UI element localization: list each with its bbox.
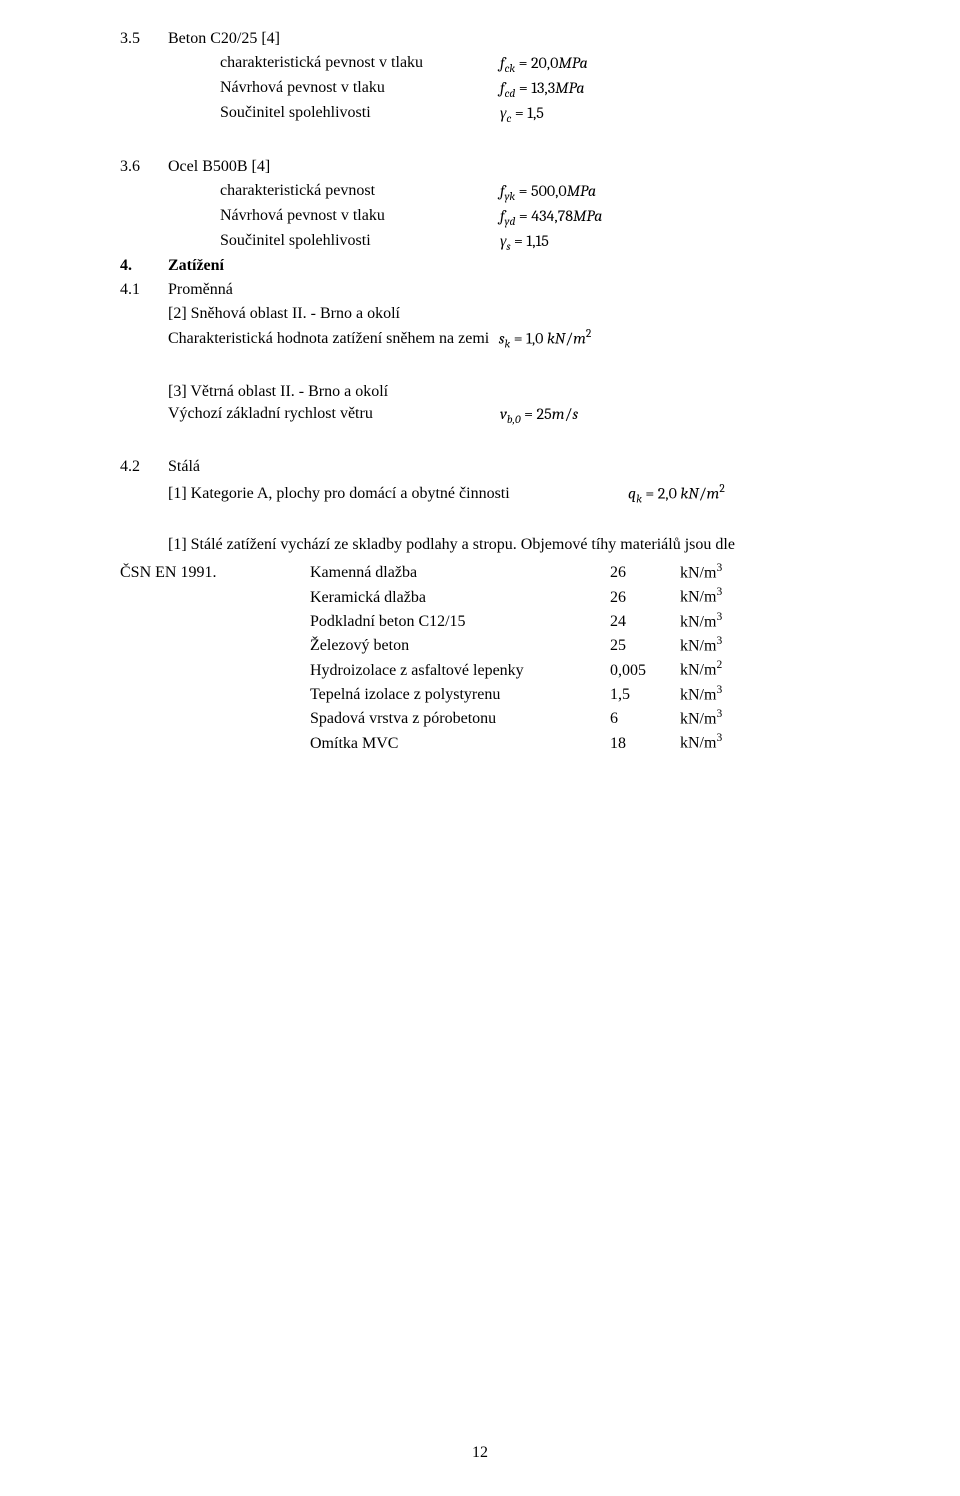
material-row: Keramická dlažba 26 kN/m3 xyxy=(310,586,840,606)
wind-region: [3] Větrná oblast II. - Brno a okolí xyxy=(168,383,840,401)
stala-paragraph: [1] Stálé zatížení vychází ze skladby po… xyxy=(120,533,840,558)
spec-label: Návrhová pevnost v tlaku xyxy=(220,207,500,228)
material-value: 0,005 xyxy=(610,662,680,680)
material-row: Tepelná izolace z polystyrenu 1,5 kN/m3 xyxy=(310,684,840,704)
material-row: Železový beton 25 kN/m3 xyxy=(310,635,840,655)
spec-formula: fck = 20,0MPa xyxy=(500,54,588,75)
material-row: Omítka MVC 18 kN/m3 xyxy=(310,732,840,752)
spacer xyxy=(120,355,840,383)
section-4-2-heading: 4.2 Stálá xyxy=(120,458,840,476)
material-unit: kN/m3 xyxy=(680,732,722,752)
section-3-5-heading: 3.5 Beton C20/25 [4] xyxy=(120,30,840,48)
wind-speed-formula: vb,0 = 25m/s xyxy=(500,405,578,426)
section-number: 3.5 xyxy=(120,30,168,48)
material-value: 26 xyxy=(610,564,680,582)
material-unit: kN/m3 xyxy=(680,635,722,655)
material-name: Spadová vrstva z pórobetonu xyxy=(310,710,610,728)
snow-characteristic: Charakteristická hodnota zatížení sněhem… xyxy=(168,327,840,351)
spec-formula: fyk = 500,0MPa xyxy=(500,182,596,203)
spec-formula: γc = 1,5 xyxy=(500,104,544,125)
material-unit: kN/m3 xyxy=(680,611,722,631)
material-unit: kN/m3 xyxy=(680,708,722,728)
kategorie-label: [1] Kategorie A, plochy pro domácí a oby… xyxy=(168,485,628,503)
section-title: Beton C20/25 [4] xyxy=(168,30,280,48)
snow-characteristic-formula: sk = 1,0 kN/m2 xyxy=(495,327,591,351)
section-title: Zatížení xyxy=(168,257,224,275)
ocel-spec-row: Návrhová pevnost v tlaku fyd = 434,78MPa xyxy=(220,207,840,228)
beton-spec-row: Návrhová pevnost v tlaku fcd = 13,3MPa xyxy=(220,79,840,100)
page: 3.5 Beton C20/25 [4] charakteristická pe… xyxy=(0,0,960,1496)
spacer xyxy=(120,505,840,533)
material-unit: kN/m3 xyxy=(680,586,722,606)
material-unit: kN/m2 xyxy=(680,659,722,679)
material-name: Tepelná izolace z polystyrenu xyxy=(310,686,610,704)
material-value: 18 xyxy=(610,735,680,753)
wind-speed-row: Výchozí základní rychlost větru vb,0 = 2… xyxy=(168,405,840,426)
csn-reference: ČSN EN 1991. xyxy=(120,564,310,582)
section-title: Proměnná xyxy=(168,281,233,299)
spec-formula: γs = 1,15 xyxy=(500,232,549,253)
ocel-spec-row: charakteristická pevnost fyk = 500,0MPa xyxy=(220,182,840,203)
spec-label: Součinitel spolehlivosti xyxy=(220,232,500,253)
material-value: 25 xyxy=(610,637,680,655)
material-row: Hydroizolace z asfaltové lepenky 0,005 k… xyxy=(310,659,840,679)
section-number: 4.1 xyxy=(120,281,168,299)
material-name: Hydroizolace z asfaltové lepenky xyxy=(310,662,610,680)
material-name: Omítka MVC xyxy=(310,735,610,753)
section-number: 3.6 xyxy=(120,158,168,176)
wind-speed-label: Výchozí základní rychlost větru xyxy=(168,405,500,426)
material-name: Kamenná dlažba xyxy=(310,564,610,582)
material-unit: kN/m3 xyxy=(680,562,722,582)
material-value: 26 xyxy=(610,589,680,607)
material-value: 6 xyxy=(610,710,680,728)
section-title: Ocel B500B [4] xyxy=(168,158,270,176)
materials-block: Keramická dlažba 26 kN/m3 Podkladní beto… xyxy=(310,586,840,752)
spec-label: Návrhová pevnost v tlaku xyxy=(220,79,500,100)
snow-region: [2] Sněhová oblast II. - Brno a okolí xyxy=(168,305,840,323)
spec-formula: fcd = 13,3MPa xyxy=(500,79,585,100)
material-name: Keramická dlažba xyxy=(310,589,610,607)
ocel-spec-row: Součinitel spolehlivosti γs = 1,15 xyxy=(220,232,840,253)
material-row: Podkladní beton C12/15 24 kN/m3 xyxy=(310,611,840,631)
material-unit: kN/m3 xyxy=(680,684,722,704)
kategorie-row: [1] Kategorie A, plochy pro domácí a oby… xyxy=(168,482,840,506)
material-name: Železový beton xyxy=(310,637,610,655)
section-4-heading: 4. Zatížení xyxy=(120,257,840,275)
spec-label: charakteristická pevnost v tlaku xyxy=(220,54,500,75)
section-4-1-heading: 4.1 Proměnná xyxy=(120,281,840,299)
material-row: Spadová vrstva z pórobetonu 6 kN/m3 xyxy=(310,708,840,728)
kategorie-formula: qk = 2,0 kN/m2 xyxy=(628,482,725,506)
material-value: 1,5 xyxy=(610,686,680,704)
beton-spec-row: charakteristická pevnost v tlaku fck = 2… xyxy=(220,54,840,75)
section-number: 4.2 xyxy=(120,458,168,476)
material-name: Podkladní beton C12/15 xyxy=(310,613,610,631)
section-number: 4. xyxy=(120,257,168,275)
spec-label: Součinitel spolehlivosti xyxy=(220,104,500,125)
material-value: 24 xyxy=(610,613,680,631)
beton-spec-row: Součinitel spolehlivosti γc = 1,5 xyxy=(220,104,840,125)
section-title: Stálá xyxy=(168,458,200,476)
spacer xyxy=(120,430,840,458)
page-number: 12 xyxy=(120,1444,840,1462)
snow-characteristic-label: Charakteristická hodnota zatížení sněhem… xyxy=(168,330,489,348)
spacer xyxy=(120,130,840,158)
spec-label: charakteristická pevnost xyxy=(220,182,500,203)
section-3-6-heading: 3.6 Ocel B500B [4] xyxy=(120,158,840,176)
material-row: ČSN EN 1991. Kamenná dlažba 26 kN/m3 xyxy=(120,562,840,582)
spec-formula: fyd = 434,78MPa xyxy=(500,207,602,228)
